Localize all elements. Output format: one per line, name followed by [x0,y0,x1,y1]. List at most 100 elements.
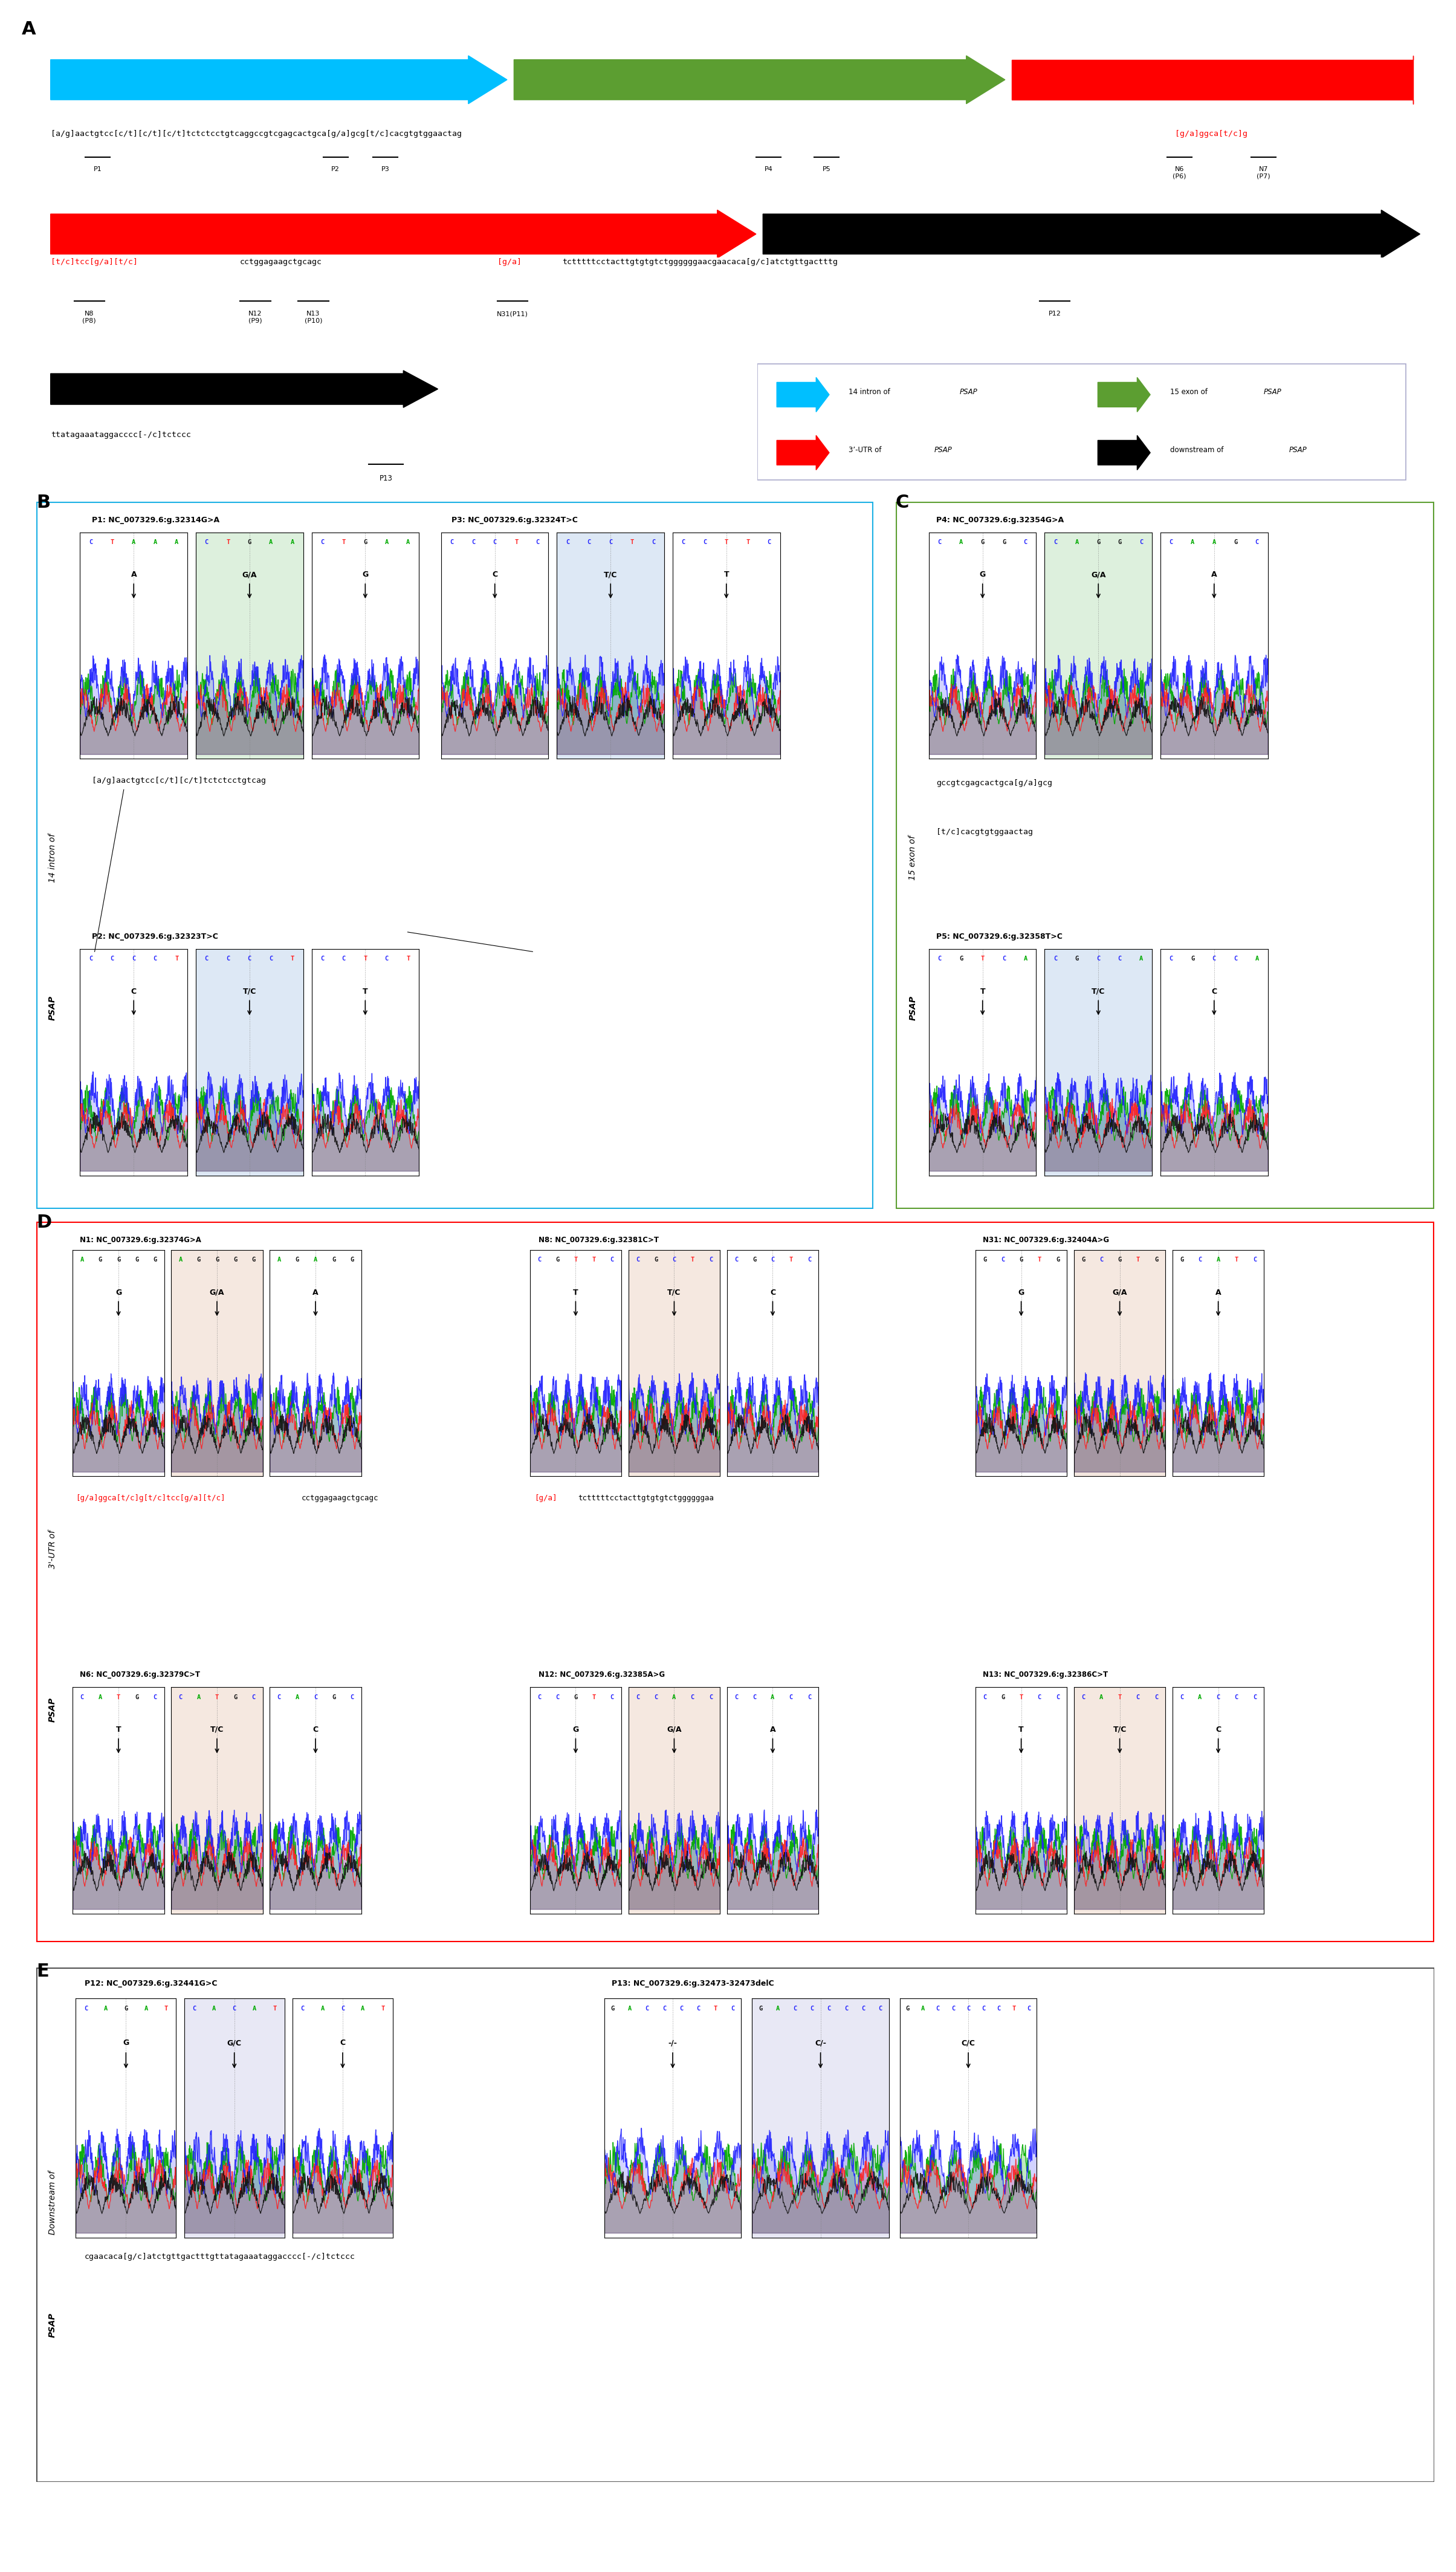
Text: T: T [724,571,729,579]
Text: C: C [936,2006,939,2011]
Text: G: G [215,1258,218,1263]
Text: A: A [1191,540,1194,545]
Text: C: C [341,2006,345,2011]
Text: G: G [753,1258,756,1263]
Text: PSAP: PSAP [48,995,57,1021]
Text: P1: P1 [93,167,102,172]
Text: C: C [609,540,613,545]
Text: G/C: G/C [227,2040,242,2047]
Text: G: G [983,1258,987,1263]
Text: A: A [920,2006,925,2011]
Text: Downstream of: Downstream of [48,2168,57,2235]
Text: C: C [1198,1258,1201,1263]
Text: T: T [981,957,984,962]
Text: G: G [116,1258,121,1263]
Text: G/A: G/A [1091,571,1105,579]
Text: N8
(P8): N8 (P8) [83,311,96,324]
Text: G: G [1002,1695,1005,1700]
Text: A: A [22,21,36,39]
FancyArrow shape [51,370,438,406]
Text: G: G [122,2040,130,2047]
Text: T/C: T/C [243,988,256,995]
Text: T: T [406,957,411,962]
Text: G: G [115,1289,121,1296]
Text: T/C: T/C [667,1289,681,1296]
Text: C: C [645,2006,649,2011]
Text: PSAP: PSAP [1289,448,1307,455]
Text: P12: P12 [1048,311,1061,316]
Text: P5: P5 [823,167,831,172]
Text: G: G [1118,1258,1121,1263]
Text: C: C [610,1258,614,1263]
Text: G: G [1019,1258,1024,1263]
Text: G/A: G/A [1112,1289,1127,1296]
Text: C: C [89,957,93,962]
Text: A: A [277,1258,281,1263]
Text: C: C [132,957,135,962]
Text: C: C [536,540,540,545]
Text: C: C [680,2006,683,2011]
FancyArrow shape [514,57,1005,103]
Text: C: C [300,2006,304,2011]
Text: tctttttcctacttgtgtgtctggggggaacgaacaca[g/c]atctgttgactttg: tctttttcctacttgtgtgtctggggggaacgaacaca[g… [562,257,839,265]
Text: C: C [767,540,772,545]
Text: P4: NC_007329.6:g.32354G>A: P4: NC_007329.6:g.32354G>A [936,517,1064,525]
Text: C: C [1024,540,1028,545]
Text: C: C [269,957,272,962]
Text: A: A [80,1258,84,1263]
Text: C: C [192,2006,197,2011]
FancyArrow shape [763,211,1420,257]
Text: G: G [233,1695,237,1700]
Text: C: C [1054,540,1057,545]
Text: C: C [1028,2006,1031,2011]
Text: C: C [205,540,208,545]
Text: C: C [690,1695,695,1700]
FancyArrow shape [1098,435,1150,471]
Text: C: C [320,540,325,545]
Text: C: C [1233,957,1238,962]
Text: E: E [36,1962,50,1980]
Text: G: G [981,540,984,545]
Text: [t/c]tcc[g/a][t/c]: [t/c]tcc[g/a][t/c] [51,257,138,265]
Text: G: G [363,571,368,579]
Text: G: G [332,1695,336,1700]
Text: G: G [364,540,367,545]
Text: C: C [537,1258,542,1263]
Text: PSAP: PSAP [935,448,952,455]
Text: T: T [713,2006,718,2011]
Text: A: A [1216,1258,1220,1263]
Text: gccgtcgagcactgca[g/a]gcg: gccgtcgagcactgca[g/a]gcg [936,779,1053,787]
Text: T: T [1118,1695,1121,1700]
Text: P4: P4 [764,167,773,172]
Text: C: C [384,957,389,962]
Text: C: C [794,2006,796,2011]
Text: PSAP: PSAP [909,995,917,1021]
Text: C: C [1252,1258,1257,1263]
Text: C: C [537,1695,542,1700]
Text: T: T [574,1258,578,1263]
Text: N8: NC_007329.6:g.32381C>T: N8: NC_007329.6:g.32381C>T [539,1237,660,1245]
Text: PSAP: PSAP [1264,388,1281,396]
Text: C: C [636,1258,639,1263]
Text: C: C [662,2006,665,2011]
Text: G: G [252,1258,255,1263]
Text: G: G [1155,1258,1158,1263]
Text: A: A [291,540,294,545]
Text: C: C [1118,957,1121,962]
Text: C: C [997,2006,1000,2011]
Text: G/A: G/A [210,1289,224,1296]
Text: C: C [153,1695,157,1700]
Text: T: T [690,1258,695,1263]
Text: D: D [36,1214,51,1232]
Text: C: C [696,2006,700,2011]
Text: C: C [1252,1695,1257,1700]
Text: T/C: T/C [1092,988,1105,995]
Text: N6
(P6): N6 (P6) [1172,167,1187,180]
Text: C: C [1213,957,1216,962]
Text: A: A [361,2006,364,2011]
FancyArrow shape [51,211,756,257]
Text: C: C [1155,1695,1158,1700]
Text: G: G [980,571,986,579]
Text: C: C [566,540,569,545]
Text: T: T [630,540,633,545]
